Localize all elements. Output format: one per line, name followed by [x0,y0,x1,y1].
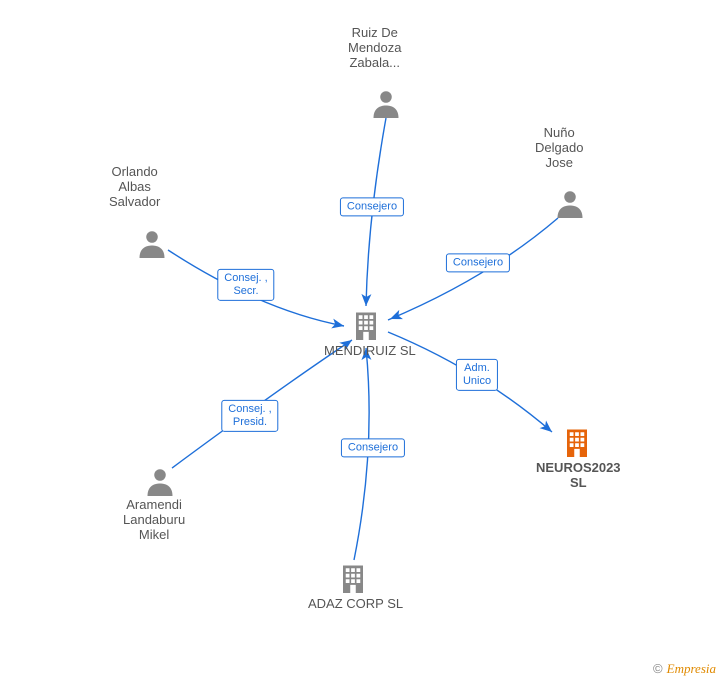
node-nuno-delgado[interactable] [555,188,585,223]
edge-label-e-aramendi: Consej. , Presid. [221,400,278,432]
edge-label-e-nuno: Consejero [446,253,510,272]
node-aramendi[interactable] [145,466,175,501]
brand-name: Empresia [667,661,716,676]
node-label-aramendi: Aramendi Landaburu Mikel [123,498,185,543]
edge-label-e-neuros: Adm. Unico [456,359,498,391]
node-label-orlando-albas: Orlando Albas Salvador [109,165,160,210]
node-label-mendiruiz: MENDIRUIZ SL [324,344,416,359]
node-adaz-corp[interactable] [338,563,368,598]
diagram-canvas: MENDIRUIZ SL Ruiz De Mendoza Zabala... N… [0,0,728,685]
node-label-ruiz-mendoza: Ruiz De Mendoza Zabala... [348,26,401,71]
node-label-adaz-corp: ADAZ CORP SL [308,597,403,612]
watermark: © Empresia [653,661,716,677]
node-label-nuno-delgado: Nuño Delgado Jose [535,126,583,171]
edge-label-e-orlando: Consej. , Secr. [217,269,274,301]
building-icon [351,310,381,340]
copyright-symbol: © [653,661,663,676]
edge-label-e-ruiz: Consejero [340,197,404,216]
node-label-neuros2023: NEUROS2023 SL [536,461,621,491]
person-icon [145,466,175,496]
node-neuros2023[interactable] [562,427,592,462]
person-icon [371,88,401,118]
node-orlando-albas[interactable] [137,228,167,263]
building-icon [562,427,592,457]
person-icon [137,228,167,258]
node-mendiruiz[interactable] [351,310,381,345]
person-icon [555,188,585,218]
edge-label-e-adaz: Consejero [341,438,405,457]
node-ruiz-mendoza[interactable] [371,88,401,123]
building-icon [338,563,368,593]
